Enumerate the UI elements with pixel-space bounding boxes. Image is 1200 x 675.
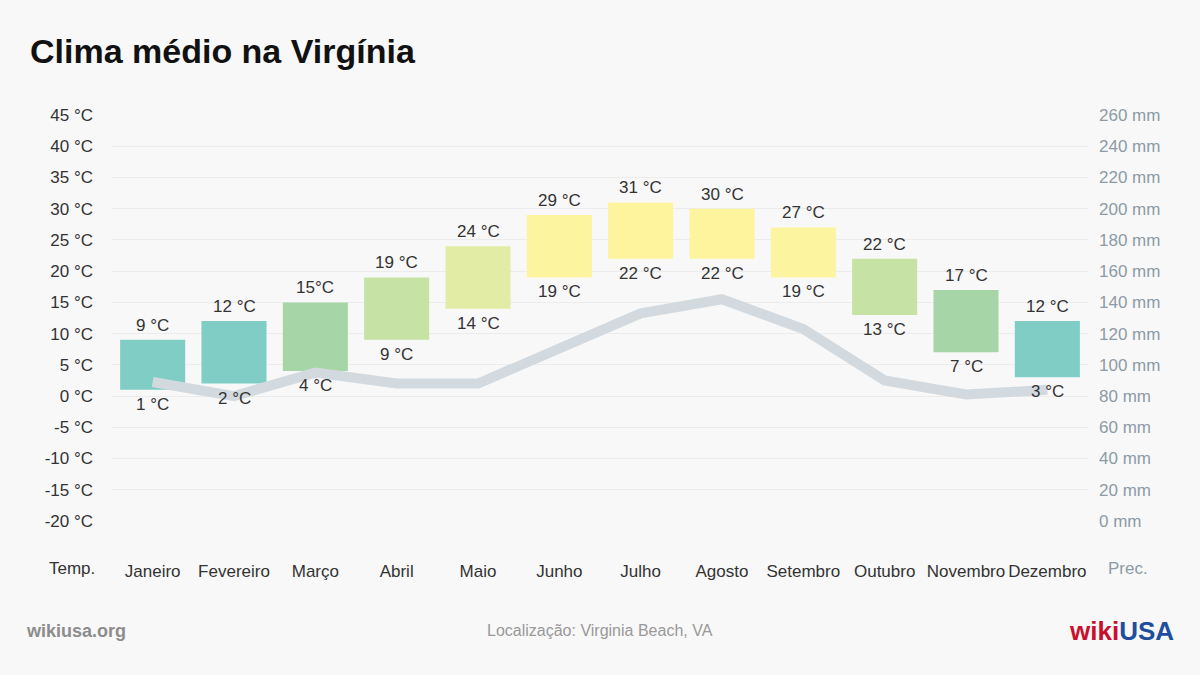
svg-text:Dezembro: Dezembro xyxy=(1008,562,1086,581)
svg-text:-15 °C: -15 °C xyxy=(45,481,93,500)
svg-text:Julho: Julho xyxy=(620,562,661,581)
svg-text:1 °C: 1 °C xyxy=(136,395,169,414)
svg-text:260 mm: 260 mm xyxy=(1099,106,1160,125)
svg-text:30 °C: 30 °C xyxy=(701,185,744,204)
svg-text:17 °C: 17 °C xyxy=(945,266,988,285)
svg-text:9 °C: 9 °C xyxy=(380,345,413,364)
svg-text:19 °C: 19 °C xyxy=(782,282,825,301)
svg-text:Janeiro: Janeiro xyxy=(125,562,181,581)
svg-text:20 °C: 20 °C xyxy=(50,262,93,281)
svg-text:Clima médio na Virgínia: Clima médio na Virgínia xyxy=(30,32,416,70)
svg-text:Abril: Abril xyxy=(380,562,414,581)
svg-text:Março: Março xyxy=(292,562,339,581)
svg-text:-20 °C: -20 °C xyxy=(45,512,93,531)
svg-text:-10 °C: -10 °C xyxy=(45,449,93,468)
svg-text:24 °C: 24 °C xyxy=(457,222,500,241)
svg-text:13 °C: 13 °C xyxy=(863,320,906,339)
svg-text:240 mm: 240 mm xyxy=(1099,137,1160,156)
svg-text:19 °C: 19 °C xyxy=(538,282,581,301)
svg-text:25 °C: 25 °C xyxy=(50,231,93,250)
svg-text:220 mm: 220 mm xyxy=(1099,168,1160,187)
svg-text:22 °C: 22 °C xyxy=(863,235,906,254)
svg-text:30 °C: 30 °C xyxy=(50,200,93,219)
svg-text:35 °C: 35 °C xyxy=(50,168,93,187)
svg-text:14 °C: 14 °C xyxy=(457,314,500,333)
svg-text:Novembro: Novembro xyxy=(927,562,1005,581)
svg-text:15°C: 15°C xyxy=(296,278,334,297)
svg-text:22 °C: 22 °C xyxy=(701,264,744,283)
svg-text:-5 °C: -5 °C xyxy=(54,418,93,437)
svg-text:Outubro: Outubro xyxy=(854,562,915,581)
svg-text:22 °C: 22 °C xyxy=(619,264,662,283)
svg-text:60 mm: 60 mm xyxy=(1099,418,1151,437)
svg-text:12 °C: 12 °C xyxy=(213,297,256,316)
svg-text:Maio: Maio xyxy=(460,562,497,581)
svg-text:0 mm: 0 mm xyxy=(1099,512,1142,531)
svg-text:Junho: Junho xyxy=(536,562,582,581)
svg-text:140 mm: 140 mm xyxy=(1099,293,1160,312)
svg-text:2 °C: 2 °C xyxy=(218,389,251,408)
svg-text:Localização: Virginia Beach, V: Localização: Virginia Beach, VA xyxy=(487,622,713,639)
svg-text:Agosto: Agosto xyxy=(696,562,749,581)
svg-text:wikiusa.org: wikiusa.org xyxy=(26,621,126,641)
svg-text:29 °C: 29 °C xyxy=(538,191,581,210)
svg-text:3 °C: 3 °C xyxy=(1031,382,1064,401)
svg-text:200 mm: 200 mm xyxy=(1099,200,1160,219)
svg-text:80 mm: 80 mm xyxy=(1099,387,1151,406)
svg-text:10 °C: 10 °C xyxy=(50,325,93,344)
svg-text:120 mm: 120 mm xyxy=(1099,325,1160,344)
svg-text:wikiUSA: wikiUSA xyxy=(1069,616,1174,646)
svg-text:40 °C: 40 °C xyxy=(50,137,93,156)
svg-text:45 °C: 45 °C xyxy=(50,106,93,125)
svg-text:180 mm: 180 mm xyxy=(1099,231,1160,250)
svg-text:Setembro: Setembro xyxy=(766,562,840,581)
svg-text:Prec.: Prec. xyxy=(1108,559,1148,578)
svg-text:19 °C: 19 °C xyxy=(375,253,418,272)
svg-text:160 mm: 160 mm xyxy=(1099,262,1160,281)
svg-text:40 mm: 40 mm xyxy=(1099,449,1151,468)
svg-text:7 °C: 7 °C xyxy=(950,357,983,376)
svg-text:0 °C: 0 °C xyxy=(60,387,93,406)
svg-text:100 mm: 100 mm xyxy=(1099,356,1160,375)
svg-text:31 °C: 31 °C xyxy=(619,178,662,197)
svg-text:9 °C: 9 °C xyxy=(136,316,169,335)
svg-text:20 mm: 20 mm xyxy=(1099,481,1151,500)
svg-text:12 °C: 12 °C xyxy=(1026,297,1069,316)
svg-text:4 °C: 4 °C xyxy=(299,376,332,395)
svg-text:5 °C: 5 °C xyxy=(60,356,93,375)
svg-text:Temp.: Temp. xyxy=(49,559,95,578)
svg-text:15 °C: 15 °C xyxy=(50,293,93,312)
svg-text:Fevereiro: Fevereiro xyxy=(198,562,270,581)
svg-text:27 °C: 27 °C xyxy=(782,203,825,222)
